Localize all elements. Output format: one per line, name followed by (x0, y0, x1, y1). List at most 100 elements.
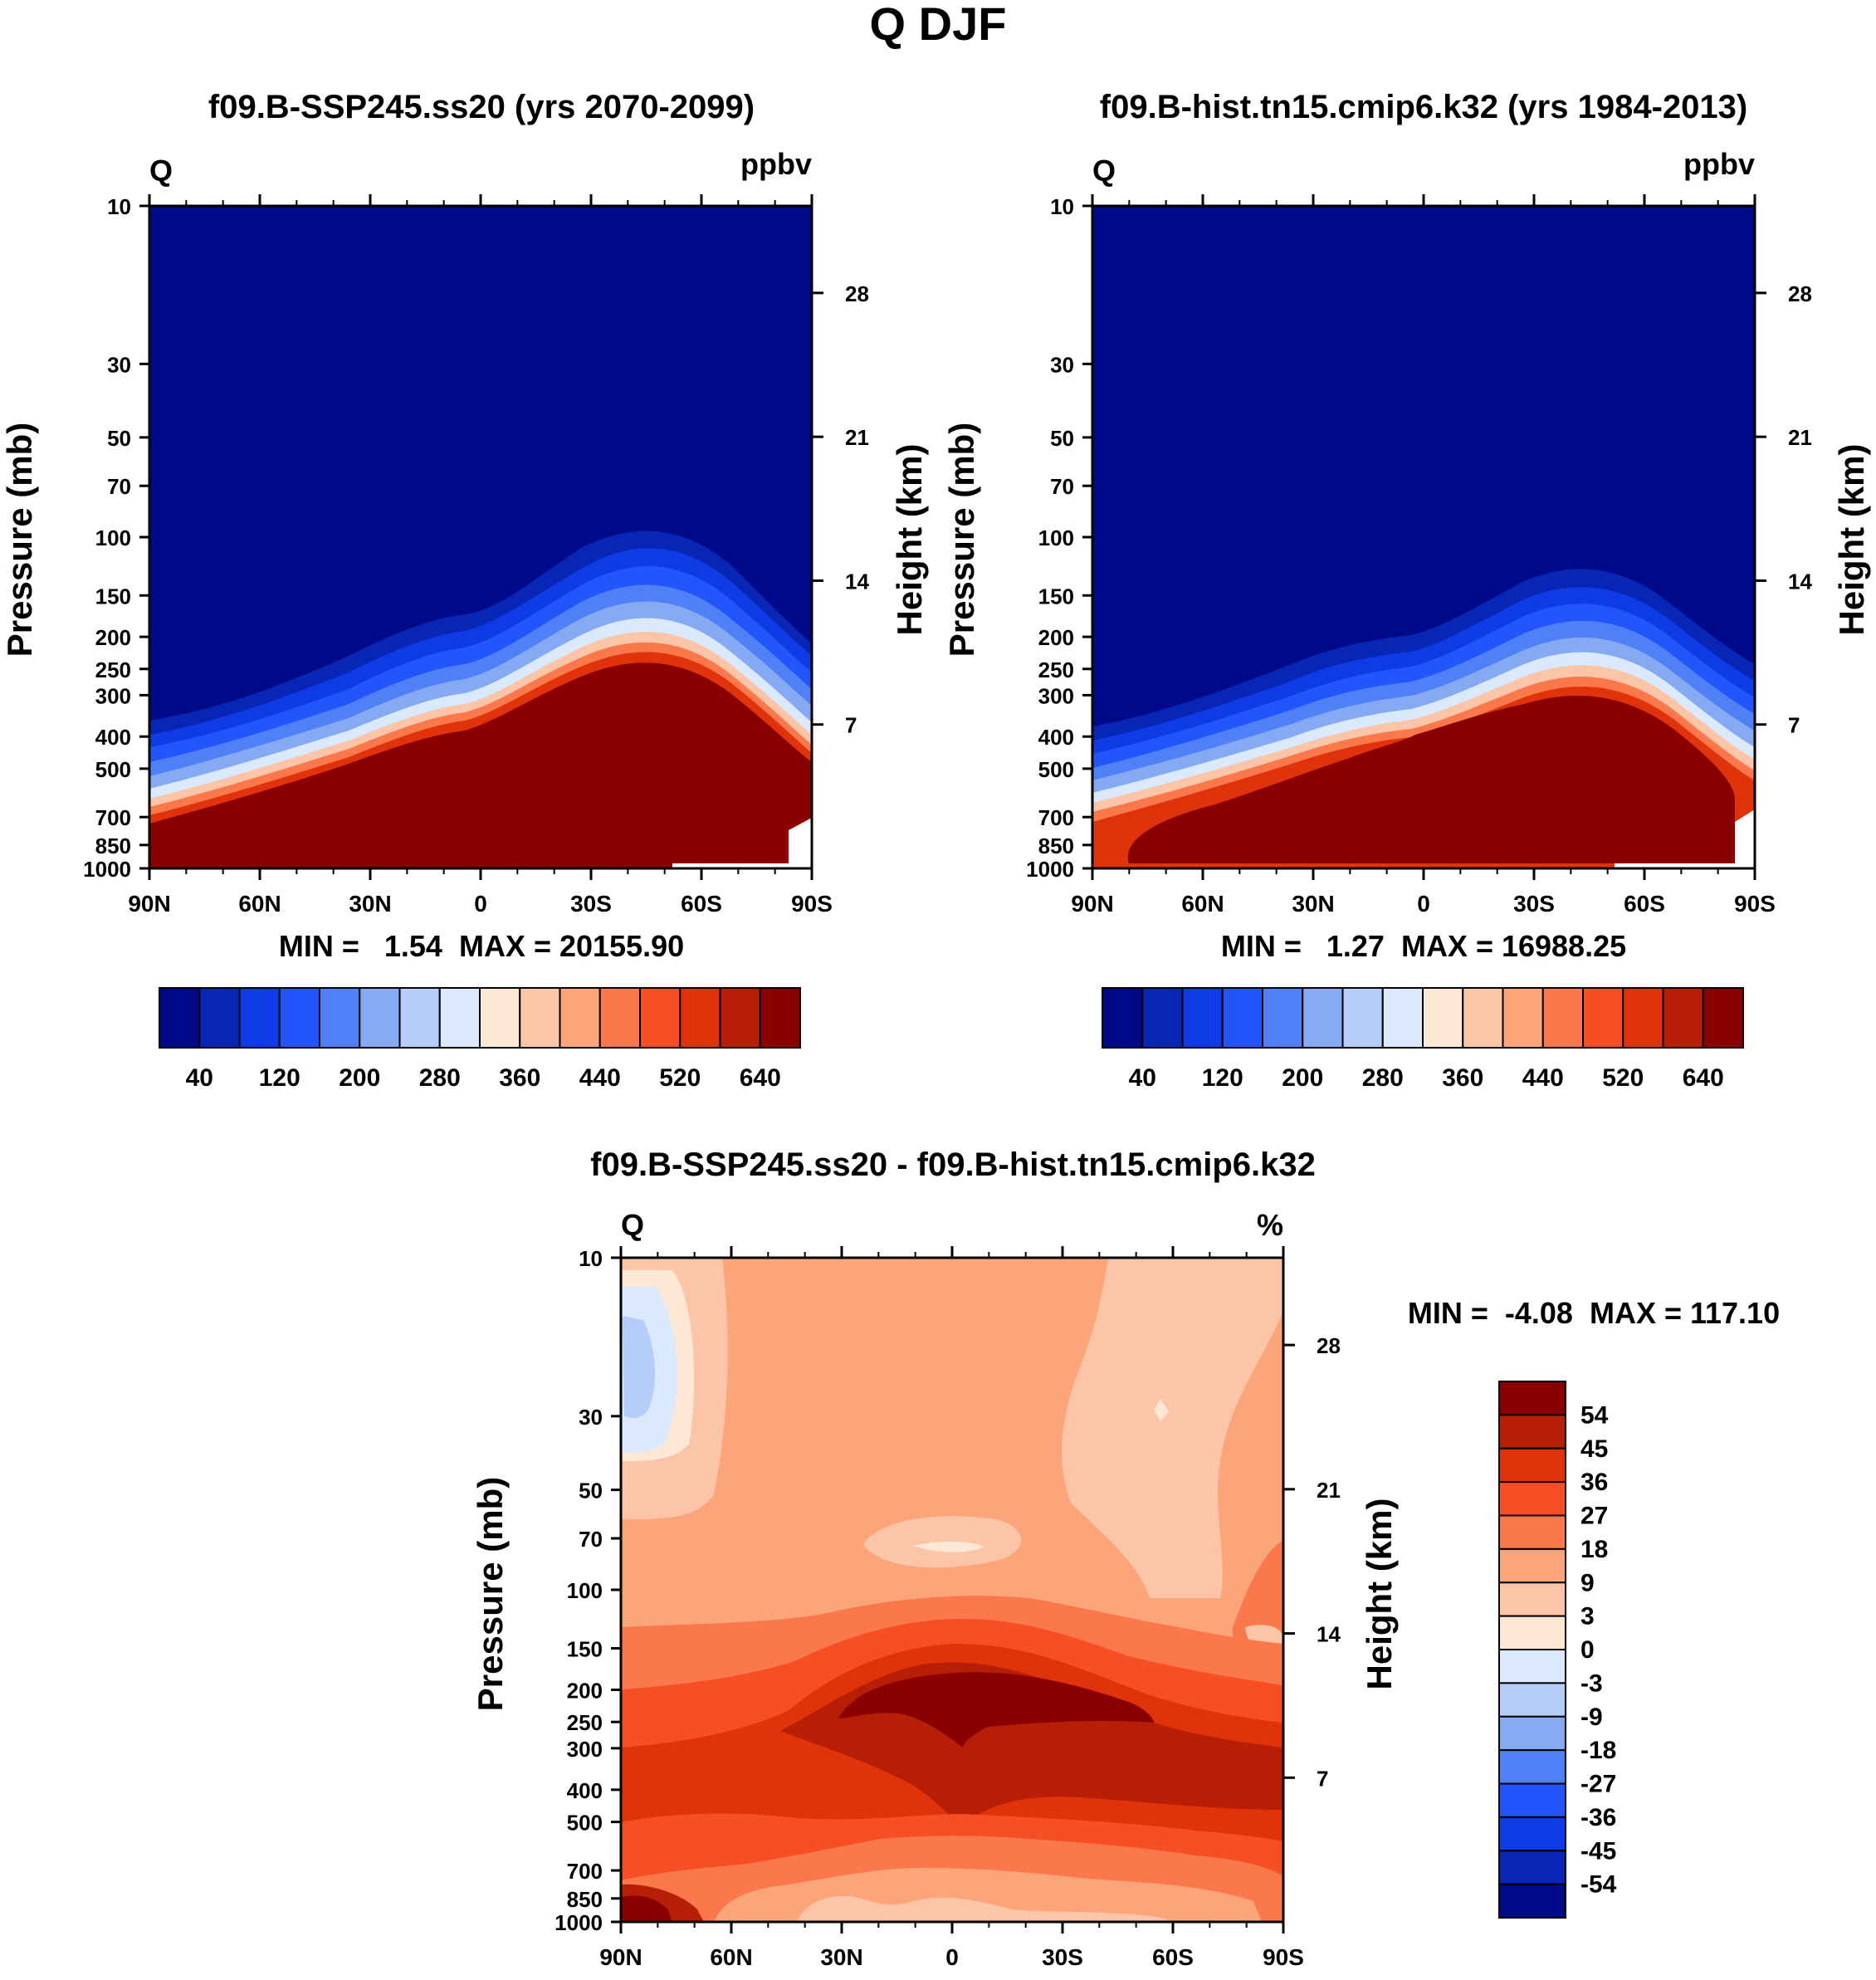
panel3-colorbar-swatch (1498, 1782, 1566, 1818)
panel2-y2tick-label: 21 (1788, 425, 1812, 450)
panel3-colorbar-label: 3 (1580, 1603, 1595, 1630)
panel2-colorbar-swatch (1302, 987, 1344, 1049)
panel1-ytick-label: 500 (95, 757, 131, 782)
panel1-colorbar-swatch (559, 987, 601, 1049)
panel3-colorbar-label: 9 (1580, 1569, 1595, 1596)
panel1-xtick-label: 30S (570, 891, 612, 917)
panel3-ytick-label: 70 (579, 1527, 603, 1552)
panel2-ytick-label: 30 (1050, 352, 1074, 377)
panel1-colorbar-swatch (198, 987, 241, 1049)
panel2-ytick-label: 700 (1038, 805, 1074, 830)
panel3-right-axis: 28 21 14 7 (1283, 1333, 1341, 1791)
panel3-xtick-label: 90S (1263, 1944, 1304, 1970)
panel2-ytick-label: 150 (1038, 584, 1074, 609)
panel2-ytick-label: 10 (1050, 194, 1074, 219)
panel1-colorbar-swatch (159, 987, 201, 1049)
panel3-band-54 (838, 1672, 1154, 1748)
panel3-anom-eq-0 (913, 1541, 984, 1552)
panel1-colorbar-swatch (359, 987, 401, 1049)
panel1-y2tick-label: 28 (845, 281, 869, 306)
panel2-ytick-label: 50 (1050, 426, 1074, 451)
panel2-colorbar: 40 120 200 280 360 440 520 640 (1102, 987, 1744, 1092)
panel1-colorbar-swatch (479, 987, 521, 1049)
panel1-ytick-label: 100 (95, 526, 131, 550)
panel2-ytick-label: 70 (1050, 474, 1074, 499)
panel2-colorbar-swatch (1622, 987, 1664, 1049)
panel3-colorbar-swatch (1498, 1582, 1566, 1617)
panel2-colorbar-swatch (1262, 987, 1304, 1049)
panel2-xtick-label: 90N (1071, 891, 1113, 917)
panel3-xtick-label: 60N (710, 1944, 752, 1970)
panel2-colorbar-swatch (1422, 987, 1464, 1049)
panel3-colorbar-label: -9 (1580, 1704, 1603, 1731)
panel2-colorbar-label: 120 (1202, 1064, 1243, 1092)
panel1-xtick-label: 60S (681, 891, 722, 917)
panel3-colorbar-label: -45 (1580, 1837, 1616, 1865)
panel2-plot (1091, 204, 1756, 870)
panel1-colorbar-swatch (278, 987, 320, 1049)
panel3-colorbar-label: -54 (1580, 1871, 1617, 1899)
panel3-sw-warm-2 (621, 1884, 704, 1922)
panel3-colorbar-swatch (1498, 1850, 1566, 1885)
panel1-colorbar-swatch (719, 987, 761, 1049)
panel3-colorbar-swatch (1498, 1615, 1566, 1650)
panel2-ytick-label: 1000 (1026, 857, 1074, 882)
panel3-ytick-label: 10 (579, 1246, 603, 1271)
panel2-colorbar-swatch (1102, 987, 1144, 1049)
panel3-colorbar-swatch (1498, 1414, 1566, 1450)
panel3-sw-warm (621, 1895, 672, 1922)
panel3-y2tick-label: 14 (1317, 1622, 1341, 1647)
panel3-xtick-label: 30N (820, 1944, 862, 1970)
panel3-colorbar-label: 27 (1580, 1503, 1608, 1530)
panel3-xtick-label: 60S (1152, 1944, 1194, 1970)
panel3-y2tick-label: 28 (1317, 1333, 1341, 1358)
panel3-colorbar-label: 45 (1580, 1435, 1608, 1463)
panel3-anom-ne-dot (1154, 1399, 1169, 1421)
panel-ssp245: f09.B-SSP245.ss20 (yrs 2070-2099) Q ppbv… (0, 89, 929, 1092)
panel2-ytick-label: 250 (1038, 658, 1074, 682)
panel3-ytick-label: 700 (567, 1859, 603, 1884)
panel3-colorbar-swatch (1498, 1381, 1566, 1416)
panel3-ylabel: Pressure (mb) (471, 1477, 510, 1711)
panel1-colorbar-swatch (598, 987, 641, 1049)
panel3-anom-nw-m9 (623, 1316, 656, 1419)
panel1-xtick-label: 30N (349, 891, 391, 917)
panel1-ytick-label: 850 (95, 834, 131, 858)
panel2-colorbar-swatch (1541, 987, 1584, 1049)
panel2-colorbar-swatch (1702, 987, 1744, 1049)
panel3-colorbar-swatch (1498, 1883, 1566, 1919)
panel3-ytick-label: 100 (567, 1578, 603, 1603)
panel2-colorbar-swatch (1462, 987, 1504, 1049)
panel2-xtick-label: 0 (1417, 891, 1430, 917)
panel1-ytick-label: 300 (95, 683, 131, 708)
panel3-ytick-label: 400 (567, 1778, 603, 1803)
panel1-units: ppbv (740, 147, 812, 181)
panel2-colorbar-label: 360 (1442, 1064, 1483, 1092)
panel1-ytick-label: 150 (95, 584, 131, 609)
panel1-colorbar-swatch (319, 987, 361, 1049)
panel1-right-axis: 28 21 14 7 (812, 281, 869, 738)
panel1-ylabel: Pressure (mb) (0, 423, 39, 657)
panel3-y2tick-label: 21 (1317, 1478, 1341, 1503)
panel3-colorbar-label: -3 (1580, 1670, 1603, 1697)
panel1-colorbar-label: 360 (499, 1064, 540, 1092)
panel-diff: f09.B-SSP245.ss20 - f09.B-hist.tn15.cmip… (471, 1146, 1780, 1970)
panel3-colorbar: 54 45 36 27 18 9 3 0 -3 -9 -18 -27 -36 -45 -54 (1498, 1381, 1617, 1919)
panel2-colorbar-swatch (1381, 987, 1424, 1049)
panel3-colorbar-swatch (1498, 1547, 1566, 1584)
panel2-y2tick-label: 14 (1788, 569, 1812, 594)
panel1-ytick-label: 400 (95, 725, 131, 750)
panel2-right-axis: 28 21 14 7 (1755, 281, 1812, 738)
panel3-stats: MIN = -4.08 MAX = 117.10 (1408, 1296, 1780, 1330)
panel2-y2tick-label: 28 (1788, 281, 1812, 306)
panel2-xtick-label: 30N (1292, 891, 1334, 917)
panel1-colorbar-label: 280 (419, 1064, 461, 1092)
panel3-colorbar-swatch (1498, 1649, 1566, 1684)
panel3-lower-9 (797, 1895, 1170, 1922)
panel1-colorbar-label: 640 (740, 1064, 781, 1092)
panel1-ytick-label: 700 (95, 805, 131, 830)
panel2-variable: Q (1092, 154, 1116, 188)
panel3-xtick-label: 90N (599, 1944, 642, 1970)
